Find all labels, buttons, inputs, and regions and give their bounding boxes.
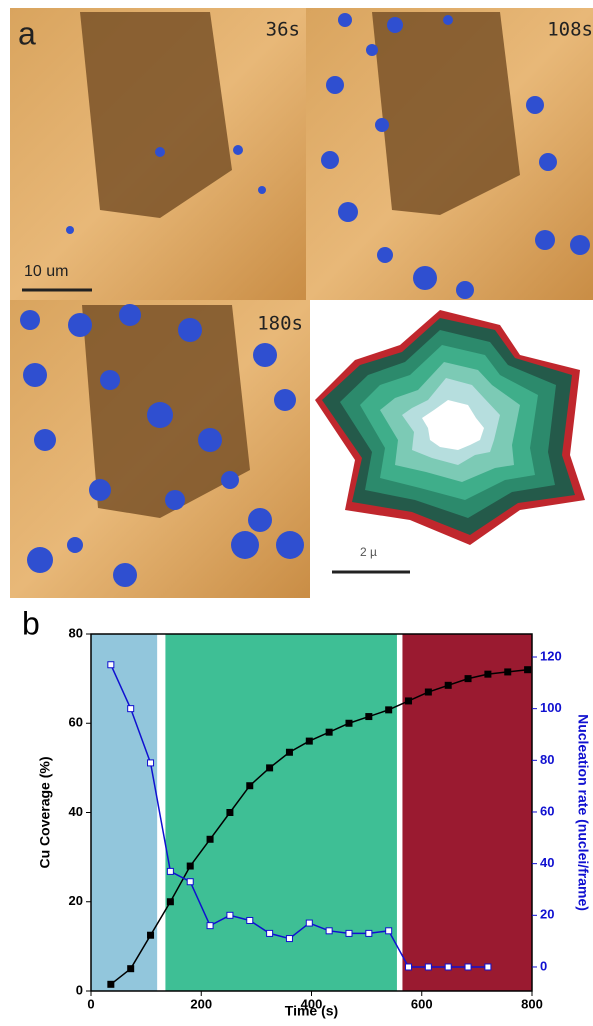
data-point xyxy=(445,964,451,970)
data-point xyxy=(167,868,173,874)
data-point xyxy=(128,966,134,972)
data-point xyxy=(346,930,352,936)
scale-label: 2 µ xyxy=(360,545,377,559)
y-tick-label: 60 xyxy=(69,715,83,730)
y2-tick-label: 80 xyxy=(540,752,554,767)
shaded-region xyxy=(402,634,532,991)
shaded-region xyxy=(165,634,397,991)
data-point xyxy=(465,676,471,682)
data-point xyxy=(227,810,233,816)
data-point xyxy=(366,930,372,936)
data-point xyxy=(227,912,233,918)
data-point xyxy=(406,698,412,704)
data-point xyxy=(425,689,431,695)
data-point xyxy=(207,923,213,929)
data-point xyxy=(306,738,312,744)
y-tick-label: 0 xyxy=(76,982,83,997)
x-tick-label: 800 xyxy=(521,996,543,1011)
page: a 36s 108s 180s 10 um 2 µ b 020040060080… xyxy=(0,0,593,1021)
data-point xyxy=(108,981,114,987)
data-point xyxy=(406,964,412,970)
y2-tick-label: 20 xyxy=(540,907,554,922)
data-point xyxy=(445,682,451,688)
data-point xyxy=(525,667,531,673)
y2-tick-label: 60 xyxy=(540,803,554,818)
data-point xyxy=(386,928,392,934)
data-point xyxy=(465,964,471,970)
data-point xyxy=(148,932,154,938)
y2-axis-label: Nucleation rate (nuclei/frame) xyxy=(575,714,591,911)
panel-label: b xyxy=(22,605,40,641)
data-point xyxy=(207,836,213,842)
data-point xyxy=(167,899,173,905)
data-point xyxy=(187,879,193,885)
data-point xyxy=(286,936,292,942)
data-point xyxy=(187,863,193,869)
figure: a 36s 108s 180s 10 um 2 µ b 020040060080… xyxy=(0,0,593,1021)
data-point xyxy=(346,720,352,726)
data-point xyxy=(267,930,273,936)
y2-tick-label: 120 xyxy=(540,648,562,663)
data-point xyxy=(286,749,292,755)
data-point xyxy=(366,714,372,720)
data-point xyxy=(247,783,253,789)
data-point xyxy=(485,964,491,970)
scale-label: 10 um xyxy=(24,263,68,280)
panel-a-images: a 36s 108s 180s 10 um 2 µ xyxy=(10,8,593,598)
data-point xyxy=(386,707,392,713)
data-point xyxy=(267,765,273,771)
data-point xyxy=(326,729,332,735)
y2-tick-label: 100 xyxy=(540,700,562,715)
data-point xyxy=(485,671,491,677)
x-axis-label: Time (s) xyxy=(285,1003,338,1019)
panel-label: a xyxy=(18,15,36,51)
data-point xyxy=(247,917,253,923)
data-point xyxy=(108,662,114,668)
data-point xyxy=(326,928,332,934)
y-tick-label: 20 xyxy=(69,893,83,908)
growth-contours xyxy=(315,310,585,545)
y-tick-label: 40 xyxy=(69,804,83,819)
y-axis-label: Cu Coverage (%) xyxy=(37,756,53,868)
x-tick-label: 600 xyxy=(411,996,433,1011)
data-point xyxy=(148,760,154,766)
time-label: 36s xyxy=(266,19,300,41)
y-tick-label: 80 xyxy=(69,625,83,640)
x-tick-label: 200 xyxy=(190,996,212,1011)
time-label: 108s xyxy=(547,19,593,41)
terrace xyxy=(372,12,520,215)
time-label: 180s xyxy=(257,313,303,335)
x-tick-label: 0 xyxy=(87,996,94,1011)
y2-tick-label: 40 xyxy=(540,855,554,870)
data-point xyxy=(128,706,134,712)
data-point xyxy=(505,669,511,675)
y2-tick-label: 0 xyxy=(540,958,547,973)
data-point xyxy=(425,964,431,970)
data-point xyxy=(306,920,312,926)
